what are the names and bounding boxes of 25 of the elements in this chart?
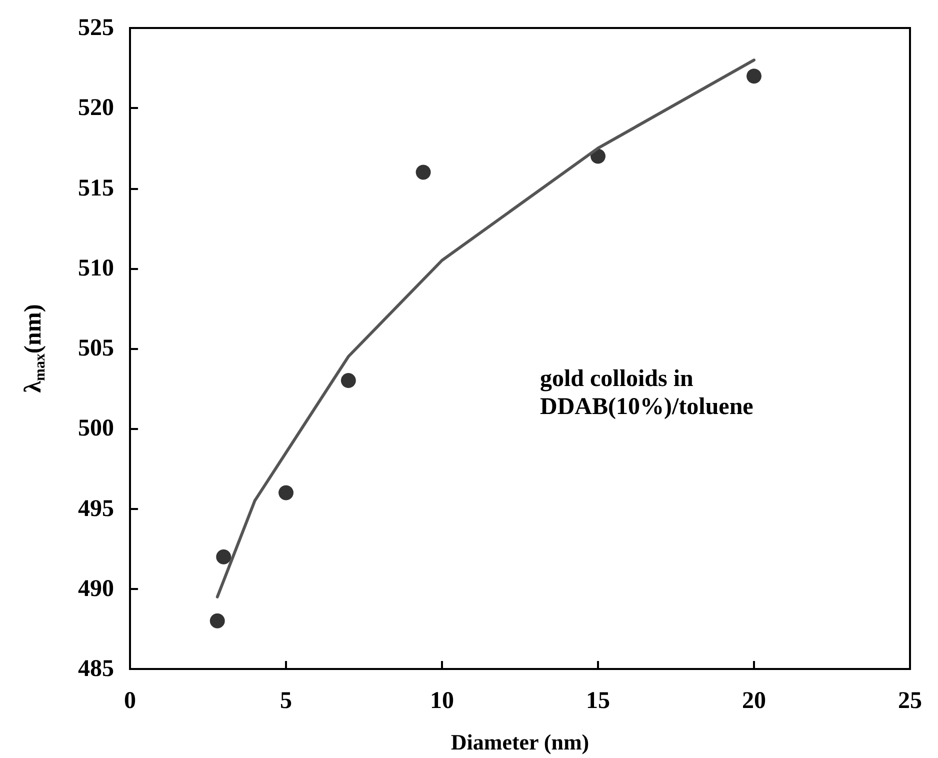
- y-tick-label: 520: [78, 95, 114, 122]
- y-tick-label: 485: [78, 656, 114, 682]
- x-tick-label: 20: [742, 688, 766, 714]
- x-tick-label: 25: [898, 688, 922, 714]
- x-tick-label: 5: [280, 688, 292, 714]
- point: [278, 485, 294, 500]
- y-tick-label: 500: [78, 416, 114, 442]
- y-tick-label: 510: [78, 255, 114, 282]
- y-tick-label: 515: [78, 175, 114, 202]
- y-tick-label: 490: [78, 576, 114, 602]
- y-tick-label: 495: [78, 496, 114, 522]
- y-axis-title: λmax(nm): [20, 304, 48, 393]
- x-axis-title: Diameter (nm): [450, 730, 590, 754]
- point: [746, 68, 762, 84]
- line-series: [216, 58, 756, 598]
- y-tick-label: 525: [78, 15, 114, 41]
- point: [210, 613, 225, 628]
- point: [340, 373, 356, 388]
- y-tick-label: 505: [78, 336, 114, 362]
- point: [416, 164, 431, 180]
- x-tick-label: 15: [586, 688, 610, 714]
- x-tick-label: 0: [124, 688, 136, 714]
- x-tick-label: 10: [430, 688, 454, 714]
- annotation: gold colloids in DDAB(10%)/toluene: [540, 366, 754, 420]
- point: [216, 549, 232, 564]
